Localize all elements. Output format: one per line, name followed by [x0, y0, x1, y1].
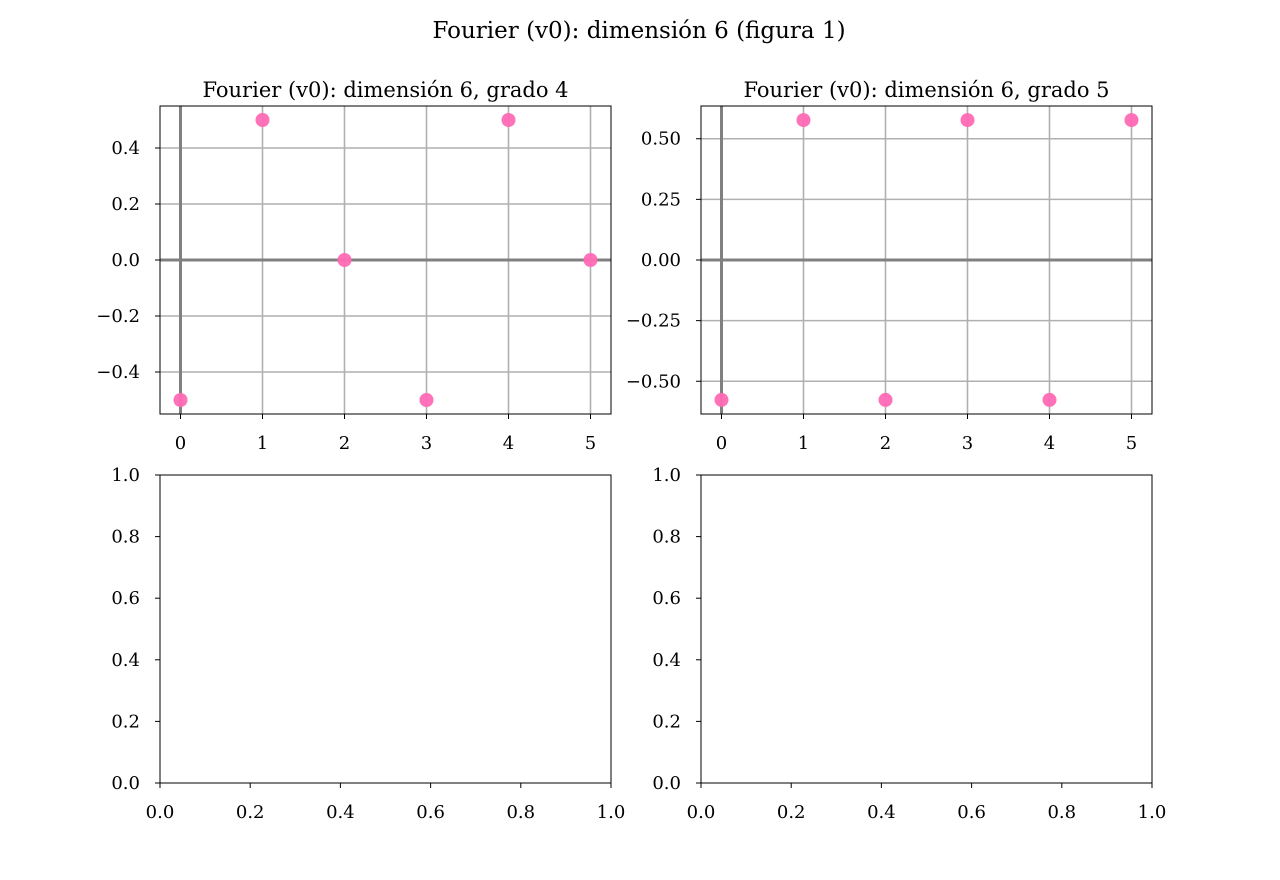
data-point: [255, 113, 270, 127]
x-tick-label: 1.0: [1138, 802, 1167, 823]
subplot-empty-bottom-right: 0.0 0.2 0.4 0.6 0.8 1.0 0.0 0.2 0.4 0.6 0.8 1.0: [652, 465, 1166, 823]
x-tick-label: 4: [1044, 433, 1055, 454]
subplot-title: Fourier (v0): dimensión 6, grado 5: [743, 78, 1109, 102]
y-tick-label: 0.2: [652, 711, 681, 732]
x-tick-label: 0.8: [1047, 802, 1076, 823]
data-point: [173, 393, 188, 407]
x-tick-label: 0.0: [146, 802, 175, 823]
axes-frame: [700, 474, 1153, 784]
y-tick-label: 0.25: [641, 189, 681, 210]
data-point: [419, 393, 434, 407]
data-point: [583, 253, 598, 267]
y-tick-label: 0.0: [111, 250, 140, 271]
y-tick-label: 0.2: [111, 194, 140, 215]
x-tick-label: 0.4: [326, 802, 355, 823]
y-tick-label: 0.6: [111, 588, 140, 609]
subplot-empty-bottom-left: 0.0 0.2 0.4 0.6 0.8 1.0 0.0 0.2 0.4 0.6 0.8 1.0: [111, 465, 625, 823]
y-tick-label: 0.00: [641, 250, 681, 271]
x-tick-label: 0: [716, 433, 727, 454]
data-point: [878, 392, 893, 407]
y-tick-label: 0.8: [652, 527, 681, 548]
x-tick-label: 3: [421, 433, 432, 454]
y-tick-label: −0.50: [626, 371, 681, 392]
y-tick-label: 0.4: [111, 138, 140, 159]
x-tick-label: 0.4: [867, 802, 896, 823]
y-tick-label: 0.8: [111, 527, 140, 548]
y-tick-label: 1.0: [652, 465, 681, 486]
x-tick-label: 2: [339, 433, 350, 454]
x-tick-label: 5: [585, 433, 596, 454]
x-tick-label: 1: [257, 433, 268, 454]
x-tick-label: 0.0: [687, 802, 716, 823]
x-tick-label: 5: [1126, 433, 1137, 454]
x-tick-label: 4: [503, 433, 514, 454]
data-point: [337, 253, 352, 267]
y-tick-label: 0.4: [652, 650, 681, 671]
y-tick-label: 0.0: [111, 773, 140, 794]
x-tick-label: 0.8: [506, 802, 535, 823]
y-tick-label: 1.0: [111, 465, 140, 486]
data-point: [960, 113, 975, 128]
y-tick-label: 0.2: [111, 711, 140, 732]
subplot-grado-5: 0 1 2 3 4 5 −0.50 −0.25 0.00 0.25 0.50 Fourier (v0)…: [626, 78, 1153, 454]
x-tick-label: 3: [962, 433, 973, 454]
y-tick-label: 0.4: [111, 650, 140, 671]
x-tick-label: 1: [798, 433, 809, 454]
y-tick-label: 0.50: [641, 129, 681, 150]
x-tick-label: 0.2: [777, 802, 806, 823]
x-tick-label: 0: [175, 433, 186, 454]
y-tick-label: 0.0: [652, 773, 681, 794]
figure-title: Fourier (v0): dimensión 6 (figura 1): [432, 18, 845, 44]
y-tick-label: −0.2: [96, 306, 140, 327]
data-point: [714, 392, 729, 407]
x-tick-label: 0.6: [416, 802, 445, 823]
subplot-grado-4: 0 1 2 3 4 5 −0.4 −0.2 0.0 0.2 0.4 Fourier (v0): dim…: [96, 78, 612, 454]
axes-frame: [159, 474, 612, 784]
y-tick-label: −0.4: [96, 362, 140, 383]
y-tick-label: 0.6: [652, 588, 681, 609]
x-tick-label: 0.2: [236, 802, 265, 823]
data-point: [501, 113, 516, 127]
x-tick-label: 2: [880, 433, 891, 454]
subplot-title: Fourier (v0): dimensión 6, grado 4: [202, 78, 568, 102]
data-point: [796, 113, 811, 128]
data-point: [1124, 113, 1139, 128]
y-tick-label: −0.25: [626, 311, 681, 332]
x-tick-label: 1.0: [597, 802, 626, 823]
data-point: [1042, 392, 1057, 407]
x-tick-label: 0.6: [957, 802, 986, 823]
